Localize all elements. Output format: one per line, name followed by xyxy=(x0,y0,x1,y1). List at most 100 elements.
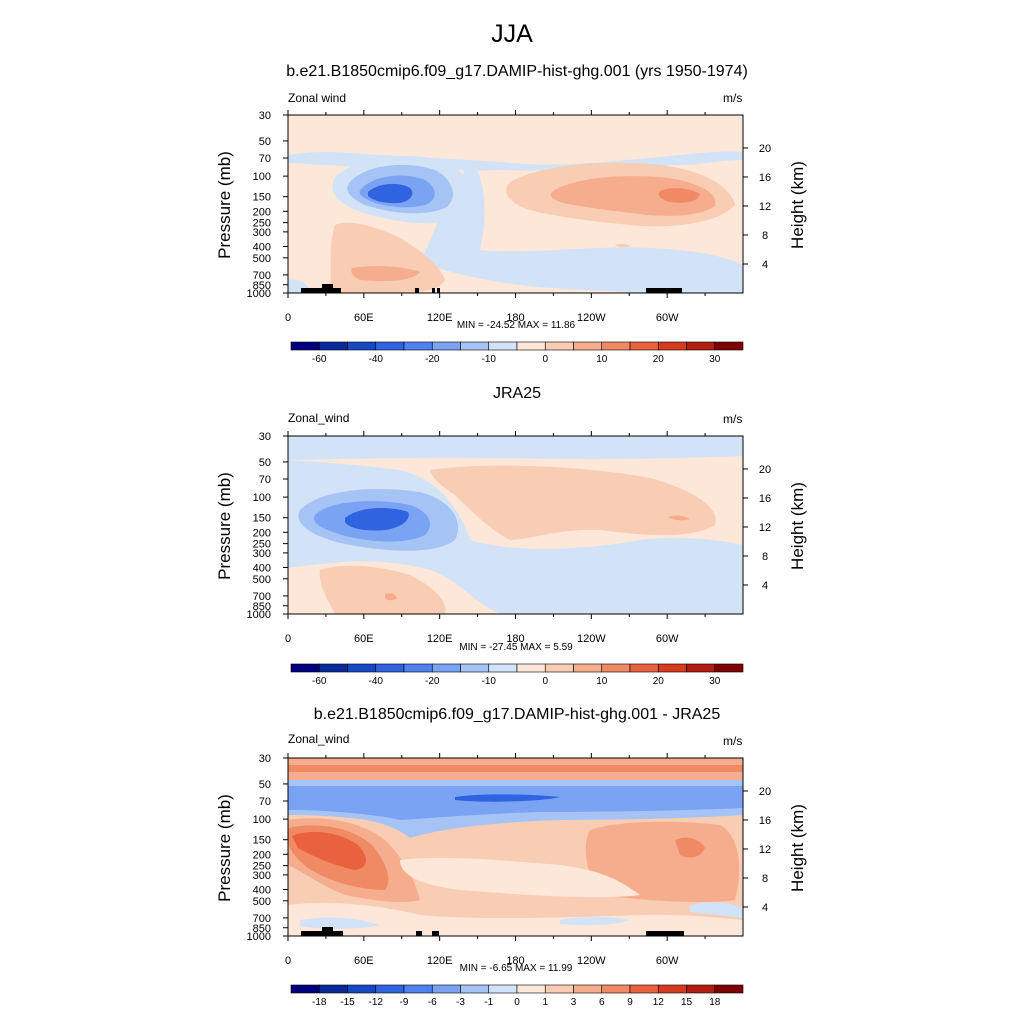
pressure-tick-label: 200 xyxy=(253,527,271,539)
lon-tick-label: 120E xyxy=(427,955,453,967)
colorbar-label: 10 xyxy=(596,354,608,365)
panel-1-units-label: m/s xyxy=(723,91,743,105)
panel-2-min-max: MIN = -27.45 MAX = 5.59 xyxy=(459,642,573,653)
colorbar-label: 9 xyxy=(627,997,633,1008)
figure-title: JJA xyxy=(491,20,533,48)
colorbar-label: 15 xyxy=(681,997,693,1008)
lon-tick-label: 120W xyxy=(577,312,606,324)
colorbar-box xyxy=(714,663,744,673)
colorbar-box xyxy=(403,984,433,994)
lon-tick-label: 120E xyxy=(427,633,453,645)
colorbar-box xyxy=(460,984,490,994)
pressure-tick-label: 500 xyxy=(253,574,271,586)
pressure-tick-label: 70 xyxy=(259,474,271,486)
panel-2-variable-label: Zonal_wind xyxy=(288,411,350,425)
height-tick-label: 20 xyxy=(759,143,771,155)
colorbar-box xyxy=(318,663,348,673)
colorbar-label: 10 xyxy=(596,676,608,687)
pressure-tick-label: 850 xyxy=(253,923,271,935)
colorbar-box xyxy=(431,341,461,351)
colorbar-box xyxy=(629,984,659,994)
colorbar-box xyxy=(657,341,687,351)
lon-tick-label: 60W xyxy=(656,955,679,967)
panel-1-title: b.e21.B1850cmip6.f09_g17.DAMIP-hist-ghg.… xyxy=(286,63,748,80)
colorbar-2: -60 -40 -20 -10 0 10 20 30 xyxy=(290,663,744,687)
pressure-tick-label: 300 xyxy=(253,870,271,882)
colorbar-box xyxy=(714,984,744,994)
panel-3-title: b.e21.B1850cmip6.f09_g17.DAMIP-hist-ghg.… xyxy=(313,706,721,723)
colorbar-box xyxy=(403,663,433,673)
pressure-tick-label: 850 xyxy=(253,601,271,613)
height-tick-label: 8 xyxy=(762,551,768,563)
colorbar-box xyxy=(318,984,348,994)
axes-layer: 3050701001502002503004005007008501000201… xyxy=(247,110,771,967)
colorbar-box xyxy=(516,984,546,994)
colorbar-box xyxy=(686,984,716,994)
colorbar-label: 0 xyxy=(542,676,548,687)
colorbar-box xyxy=(601,663,631,673)
colorbar-box xyxy=(516,341,546,351)
colorbar-label: 20 xyxy=(653,354,665,365)
colorbar-label: -10 xyxy=(482,354,497,365)
colorbar-box xyxy=(657,984,687,994)
pressure-tick-label: 30 xyxy=(259,110,271,122)
pressure-tick-label: 700 xyxy=(253,591,271,603)
height-tick-label: 8 xyxy=(762,873,768,885)
colorbar-box xyxy=(686,341,716,351)
panel-2-contour-field xyxy=(288,436,743,614)
colorbar-label: -60 xyxy=(312,676,327,687)
colorbar-box xyxy=(573,663,603,673)
colorbar-label: 18 xyxy=(709,997,721,1008)
height-tick-label: 16 xyxy=(759,172,771,184)
panel-1-contour-field xyxy=(288,115,743,293)
colorbar-label: -6 xyxy=(428,997,437,1008)
colorbar-box xyxy=(403,341,433,351)
lon-tick-label: 120E xyxy=(427,312,453,324)
colorbar-label: 0 xyxy=(514,997,520,1008)
lon-tick-label: 0 xyxy=(285,312,291,324)
colorbar-label: 6 xyxy=(599,997,605,1008)
height-tick-label: 12 xyxy=(759,201,771,213)
colorbar-label: 1 xyxy=(542,997,548,1008)
colorbar-label: -12 xyxy=(369,997,384,1008)
lon-tick-label: 60E xyxy=(354,633,374,645)
colorbar-1: -60 -40 -20 -10 0 10 20 30 xyxy=(290,341,744,365)
pressure-tick-label: 400 xyxy=(253,562,271,574)
colorbar-box xyxy=(488,663,518,673)
pressure-tick-label: 100 xyxy=(253,492,271,504)
lon-tick-label: 120W xyxy=(577,955,606,967)
colorbar-label: -40 xyxy=(369,676,384,687)
panel-1-variable-label: Zonal wind xyxy=(288,91,347,105)
height-tick-label: 4 xyxy=(762,902,768,914)
colorbar-box xyxy=(347,663,377,673)
pressure-tick-label: 70 xyxy=(259,153,271,165)
pressure-tick-label: 850 xyxy=(253,280,271,292)
colorbar-box xyxy=(686,663,716,673)
pressure-tick-label: 250 xyxy=(253,861,271,873)
height-tick-label: 16 xyxy=(759,493,771,505)
lon-tick-label: 180 xyxy=(506,312,524,324)
pressure-tick-label: 1000 xyxy=(247,609,271,621)
pressure-tick-label: 100 xyxy=(253,814,271,826)
colorbar-label: -15 xyxy=(340,997,355,1008)
height-tick-label: 4 xyxy=(762,259,768,271)
colorbar-box xyxy=(657,663,687,673)
pressure-tick-label: 400 xyxy=(253,884,271,896)
pressure-tick-label: 150 xyxy=(253,192,271,204)
colorbar-label: 20 xyxy=(653,676,665,687)
pressure-tick-label: 250 xyxy=(253,218,271,230)
colorbar-box xyxy=(375,663,405,673)
panel-3-contour-field xyxy=(288,758,743,936)
panel-2-title: JRA25 xyxy=(492,385,542,402)
height-tick-label: 16 xyxy=(759,815,771,827)
pressure-tick-label: 30 xyxy=(259,431,271,443)
colorbar-box xyxy=(290,663,320,673)
colorbar-box xyxy=(544,341,574,351)
colorbar-box xyxy=(290,984,320,994)
colorbar-label: -20 xyxy=(425,354,440,365)
pressure-tick-label: 200 xyxy=(253,849,271,861)
